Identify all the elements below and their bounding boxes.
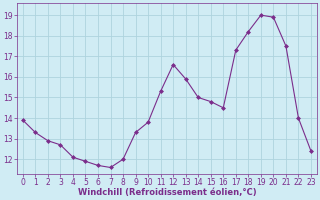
X-axis label: Windchill (Refroidissement éolien,°C): Windchill (Refroidissement éolien,°C) — [77, 188, 256, 197]
